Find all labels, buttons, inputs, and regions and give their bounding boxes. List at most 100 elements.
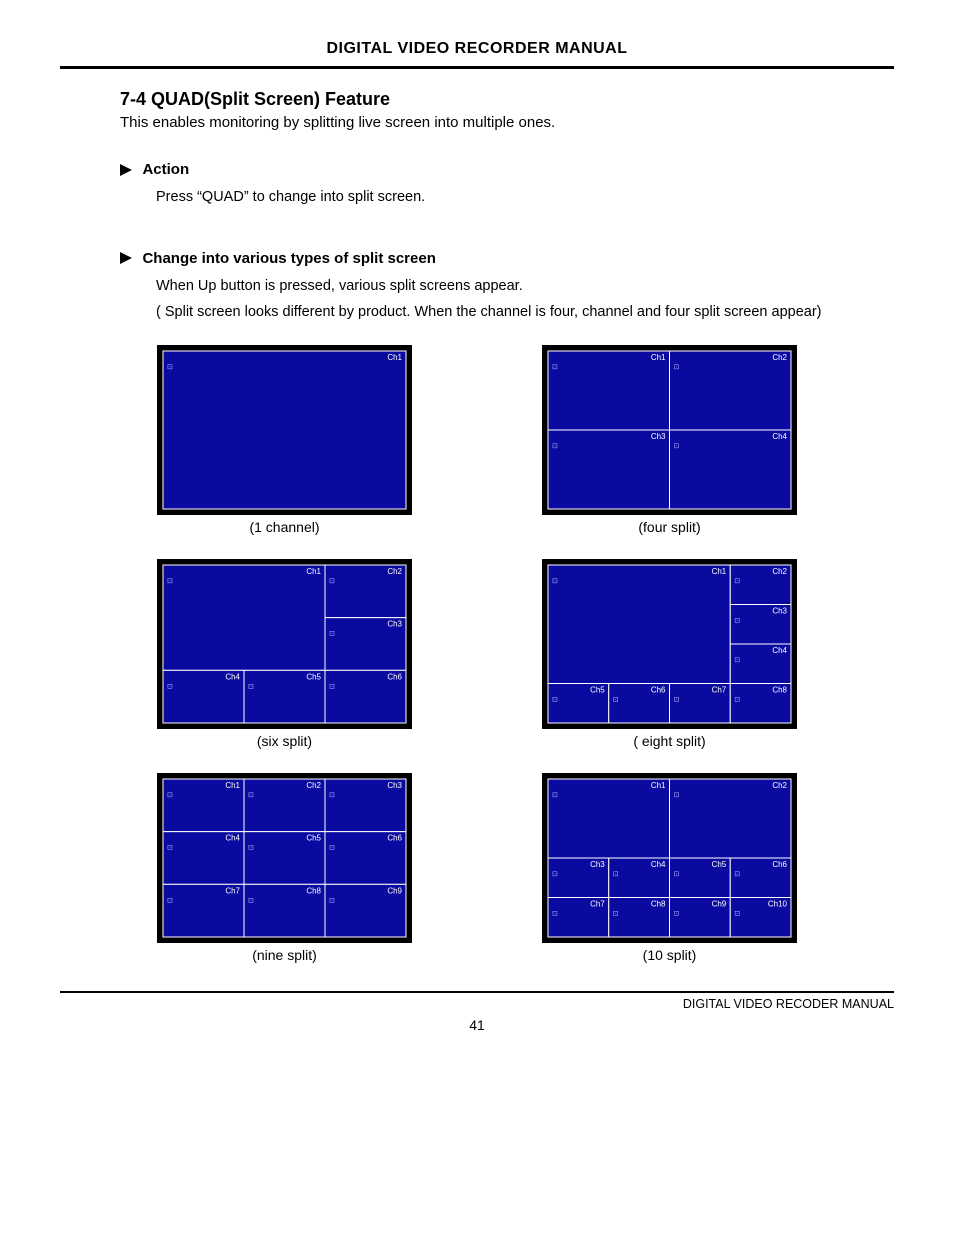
svg-text:Ch6: Ch6 xyxy=(387,672,402,681)
svg-text:⊡: ⊡ xyxy=(734,617,740,624)
svg-text:⊡: ⊡ xyxy=(552,364,558,371)
svg-text:Ch3: Ch3 xyxy=(772,606,787,615)
page-number: 41 xyxy=(60,1017,894,1033)
svg-text:Ch3: Ch3 xyxy=(651,432,666,441)
svg-text:Ch4: Ch4 xyxy=(225,672,240,681)
svg-text:Ch5: Ch5 xyxy=(306,834,321,843)
svg-text:⊡: ⊡ xyxy=(329,897,335,904)
svg-text:⊡: ⊡ xyxy=(329,578,335,585)
svg-text:Ch9: Ch9 xyxy=(387,886,402,895)
diagram-four-split: Ch1 ⊡ Ch2 ⊡ Ch3 ⊡ Ch4 ⊡ xyxy=(542,345,797,515)
subsection-change: Change into various types of split scree… xyxy=(120,250,894,268)
svg-text:⊡: ⊡ xyxy=(167,683,173,690)
diagram-one-channel: Ch1 ⊡ xyxy=(157,345,412,515)
footer-rule xyxy=(60,991,894,993)
svg-text:Ch7: Ch7 xyxy=(712,685,727,694)
svg-text:⊡: ⊡ xyxy=(248,683,254,690)
svg-text:Ch8: Ch8 xyxy=(651,899,666,908)
caption-six-split: (six split) xyxy=(157,733,412,749)
svg-text:Ch3: Ch3 xyxy=(387,781,402,790)
svg-text:Ch2: Ch2 xyxy=(772,567,787,576)
svg-text:Ch8: Ch8 xyxy=(306,886,321,895)
svg-text:⊡: ⊡ xyxy=(674,910,680,917)
svg-text:Ch7: Ch7 xyxy=(590,899,605,908)
svg-text:Ch5: Ch5 xyxy=(590,685,605,694)
svg-text:Ch4: Ch4 xyxy=(772,432,787,441)
subsection-action: Action xyxy=(120,161,894,179)
caption-ten-split: (10 split) xyxy=(542,947,797,963)
svg-text:Ch1: Ch1 xyxy=(306,567,321,576)
svg-text:⊡: ⊡ xyxy=(248,897,254,904)
svg-text:Ch1: Ch1 xyxy=(651,781,666,790)
svg-text:Ch2: Ch2 xyxy=(772,353,787,362)
svg-text:⊡: ⊡ xyxy=(552,578,558,585)
caption-nine-split: (nine split) xyxy=(157,947,412,963)
split-diagram-grid: Ch1 ⊡ (1 channel) Ch1 ⊡ Ch2 ⊡ Ch3 ⊡ Ch4 ⊡ (four … xyxy=(157,345,797,981)
svg-text:Ch5: Ch5 xyxy=(306,672,321,681)
svg-text:⊡: ⊡ xyxy=(248,792,254,799)
header-rule xyxy=(60,66,894,69)
svg-text:Ch6: Ch6 xyxy=(772,860,787,869)
triangle-bullet-icon xyxy=(120,164,132,176)
svg-text:⊡: ⊡ xyxy=(552,871,558,878)
svg-text:⊡: ⊡ xyxy=(734,910,740,917)
svg-text:Ch2: Ch2 xyxy=(772,781,787,790)
svg-text:⊡: ⊡ xyxy=(329,845,335,852)
diagram-ten-split: Ch1⊡Ch2⊡Ch3⊡Ch4⊡Ch5⊡Ch6⊡Ch7⊡Ch8⊡Ch9⊡Ch10… xyxy=(542,773,797,943)
page-header-title: DIGITAL VIDEO RECORDER MANUAL xyxy=(60,40,894,58)
svg-text:⊡: ⊡ xyxy=(674,696,680,703)
svg-text:⊡: ⊡ xyxy=(613,696,619,703)
caption-eight-split: ( eight split) xyxy=(542,733,797,749)
svg-text:Ch4: Ch4 xyxy=(225,834,240,843)
svg-text:Ch4: Ch4 xyxy=(651,860,666,869)
svg-text:Ch9: Ch9 xyxy=(712,899,727,908)
svg-text:Ch2: Ch2 xyxy=(306,781,321,790)
svg-text:Ch1: Ch1 xyxy=(225,781,240,790)
svg-text:⊡: ⊡ xyxy=(734,657,740,664)
svg-text:Ch4: Ch4 xyxy=(772,646,787,655)
diagram-nine-split: Ch1⊡Ch2⊡Ch3⊡Ch4⊡Ch5⊡Ch6⊡Ch7⊡Ch8⊡Ch9⊡ xyxy=(157,773,412,943)
svg-text:⊡: ⊡ xyxy=(552,792,558,799)
diagram-eight-split: Ch1 ⊡ Ch2 ⊡ Ch3 ⊡ Ch4 ⊡ Ch5 ⊡ Ch6 ⊡ Ch7 ⊡ Ch8 ⊡ xyxy=(542,559,797,729)
svg-text:Ch6: Ch6 xyxy=(387,834,402,843)
svg-text:Ch1: Ch1 xyxy=(651,353,666,362)
svg-text:⊡: ⊡ xyxy=(552,696,558,703)
subsection-change-label: Change into various types of split scree… xyxy=(142,250,435,267)
svg-text:Ch1: Ch1 xyxy=(387,353,402,362)
change-line1: When Up button is pressed, various split… xyxy=(156,274,894,299)
svg-text:Ch7: Ch7 xyxy=(225,886,240,895)
svg-text:⊡: ⊡ xyxy=(674,443,680,450)
svg-text:Ch10: Ch10 xyxy=(768,899,788,908)
svg-text:Ch6: Ch6 xyxy=(651,685,666,694)
svg-text:⊡: ⊡ xyxy=(674,871,680,878)
triangle-bullet-icon xyxy=(120,252,132,264)
svg-text:Ch2: Ch2 xyxy=(387,567,402,576)
caption-one-channel: (1 channel) xyxy=(157,519,412,535)
svg-text:⊡: ⊡ xyxy=(734,578,740,585)
svg-text:Ch3: Ch3 xyxy=(590,860,605,869)
svg-text:⊡: ⊡ xyxy=(613,910,619,917)
svg-text:⊡: ⊡ xyxy=(734,696,740,703)
svg-text:⊡: ⊡ xyxy=(167,792,173,799)
svg-text:⊡: ⊡ xyxy=(248,845,254,852)
svg-text:Ch8: Ch8 xyxy=(772,685,787,694)
caption-four-split: (four split) xyxy=(542,519,797,535)
svg-text:⊡: ⊡ xyxy=(674,364,680,371)
change-line2: ( Split screen looks different by produc… xyxy=(120,300,834,325)
subsection-action-label: Action xyxy=(142,161,189,178)
svg-text:⊡: ⊡ xyxy=(167,845,173,852)
svg-text:Ch5: Ch5 xyxy=(712,860,727,869)
diagram-six-split: Ch1⊡Ch2⊡Ch3⊡Ch4⊡Ch5⊡Ch6⊡ xyxy=(157,559,412,729)
svg-text:⊡: ⊡ xyxy=(613,871,619,878)
svg-text:Ch3: Ch3 xyxy=(387,620,402,629)
svg-text:⊡: ⊡ xyxy=(329,792,335,799)
svg-text:⊡: ⊡ xyxy=(552,443,558,450)
section-intro: This enables monitoring by splitting liv… xyxy=(120,114,894,131)
svg-text:⊡: ⊡ xyxy=(329,631,335,638)
footer-text: DIGITAL VIDEO RECODER MANUAL xyxy=(60,997,894,1011)
svg-text:⊡: ⊡ xyxy=(734,871,740,878)
svg-text:⊡: ⊡ xyxy=(167,364,173,371)
svg-text:Ch1: Ch1 xyxy=(712,567,727,576)
action-line1: Press “QUAD” to change into split screen… xyxy=(156,185,894,210)
section-title: 7-4 QUAD(Split Screen) Feature xyxy=(120,89,894,110)
